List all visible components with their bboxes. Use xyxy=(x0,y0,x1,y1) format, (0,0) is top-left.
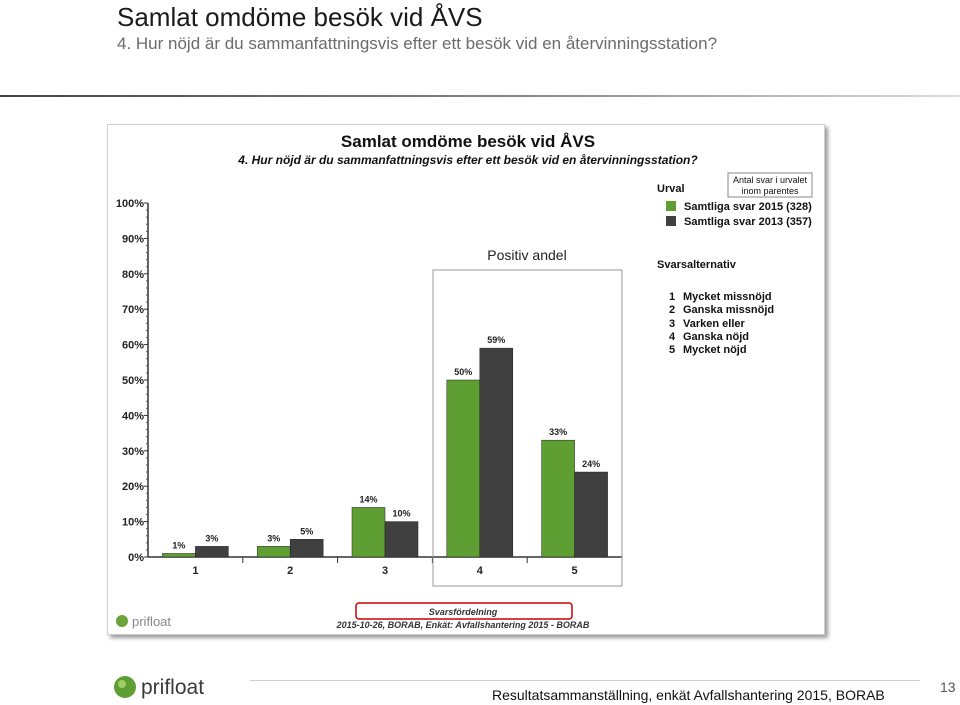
y-axis: 0% 10% 20% 30% 40% 50% 60% 70% 80% 90% 100% xyxy=(116,198,149,564)
x-axis-title-highlight xyxy=(355,602,573,620)
bar-2015-4 xyxy=(446,379,481,558)
footer-logo: prifloat xyxy=(114,676,204,699)
y-tick-label: 10% xyxy=(122,517,144,529)
chart-title: Samlat omdöme besök vid ÅVS xyxy=(341,132,595,151)
x-axis-title: Svarsfördelning xyxy=(429,607,498,617)
bar-2013-4 xyxy=(479,347,514,558)
answer-option-num-4: 4 xyxy=(669,331,676,343)
y-tick-label: 20% xyxy=(122,481,144,493)
bar-value-label: 33% xyxy=(549,427,567,437)
bar-2013-3 xyxy=(384,521,419,558)
answer-option-text-3: Varken eller xyxy=(683,318,745,330)
bar-2015-2 xyxy=(256,546,291,558)
x-tick-label: 2 xyxy=(287,565,293,577)
answer-options-title: Svarsalternativ xyxy=(657,259,737,271)
x-tick-label: 5 xyxy=(572,565,578,577)
y-tick-label: 60% xyxy=(122,340,144,352)
answer-option-text-1: Mycket missnöjd xyxy=(683,291,772,303)
chart-logo: prifloat xyxy=(116,614,171,629)
bar-2013-2 xyxy=(289,539,324,558)
y-tick-label: 70% xyxy=(122,304,144,316)
chart-logo-text: prifloat xyxy=(132,614,171,629)
y-tick-label: 100% xyxy=(116,198,144,210)
legend-label-2013: Samtliga svar 2013 (357) xyxy=(684,216,812,228)
positive-share-box xyxy=(432,269,623,587)
slide-title: Samlat omdöme besök vid ÅVS xyxy=(117,2,483,32)
bar-2015-3 xyxy=(351,507,386,558)
answer-option-text-4: Ganska nöjd xyxy=(683,331,749,343)
bar-labels: 1% 3% 3% 5% 14% 10% 50% 59% 33% 24% xyxy=(172,335,600,550)
positive-share-label: Positiv andel xyxy=(487,247,566,263)
y-tick-label: 90% xyxy=(122,233,144,245)
footer-divider xyxy=(250,680,920,681)
legend-swatch-2013 xyxy=(666,216,676,226)
bar-value-label: 1% xyxy=(172,540,185,550)
bars xyxy=(162,347,608,558)
legend-note-line-1: Antal svar i urvalet xyxy=(733,175,808,185)
answer-option-num-5: 5 xyxy=(669,344,675,356)
bar-value-label: 10% xyxy=(392,509,410,519)
legend-title: Urval xyxy=(657,183,685,195)
bar-value-label: 24% xyxy=(582,459,600,469)
bar-2013-5 xyxy=(574,471,608,558)
answer-option-num-1: 1 xyxy=(669,291,675,303)
legend-label-2015: Samtliga svar 2015 (328) xyxy=(684,201,812,213)
y-tick-label: 40% xyxy=(122,410,144,422)
x-tick-label: 1 xyxy=(192,565,198,577)
logo-icon xyxy=(114,676,136,698)
logo-icon-highlight xyxy=(118,680,126,688)
bar-value-label: 50% xyxy=(454,367,472,377)
bar-value-label: 59% xyxy=(487,335,505,345)
footer-text: Resultatsammanställning, enkät Avfallsha… xyxy=(492,687,885,703)
bar-2013-1 xyxy=(195,546,229,558)
x-tick-label: 3 xyxy=(382,565,388,577)
y-tick-label: 0% xyxy=(128,552,144,564)
answer-option-text-2: Ganska missnöjd xyxy=(683,304,774,316)
page-number: 13 xyxy=(940,679,956,695)
footer-logo-text: prifloat xyxy=(141,676,204,699)
y-tick-label: 30% xyxy=(122,446,144,458)
title-divider xyxy=(0,95,960,97)
logo-icon xyxy=(116,615,128,627)
y-tick-label: 80% xyxy=(122,269,144,281)
answer-option-num-2: 2 xyxy=(669,304,675,316)
bar-value-label: 3% xyxy=(205,533,218,543)
chart-subtitle: 4. Hur nöjd är du sammanfattningsvis eft… xyxy=(237,153,698,167)
y-tick-label: 50% xyxy=(122,375,144,387)
chart-source-note: 2015-10-26, BORAB, Enkät: Avfallshanteri… xyxy=(336,620,590,630)
bar-value-label: 14% xyxy=(359,494,377,504)
slide-subtitle: 4. Hur nöjd är du sammanfattningsvis eft… xyxy=(117,34,718,53)
legend-note-line-2: inom parentes xyxy=(741,186,799,196)
x-tick-label: 4 xyxy=(477,565,484,577)
x-axis: 1 2 3 4 5 xyxy=(148,556,622,577)
answer-option-text-5: Mycket nöjd xyxy=(683,344,747,356)
bar-value-label: 3% xyxy=(267,533,280,543)
bar-2015-1 xyxy=(162,553,196,558)
answer-option-num-3: 3 xyxy=(669,318,675,330)
legend-note-box xyxy=(727,172,813,198)
legend-swatch-2015 xyxy=(666,201,676,211)
bar-value-label: 5% xyxy=(300,526,313,536)
bar-2015-5 xyxy=(541,439,575,558)
